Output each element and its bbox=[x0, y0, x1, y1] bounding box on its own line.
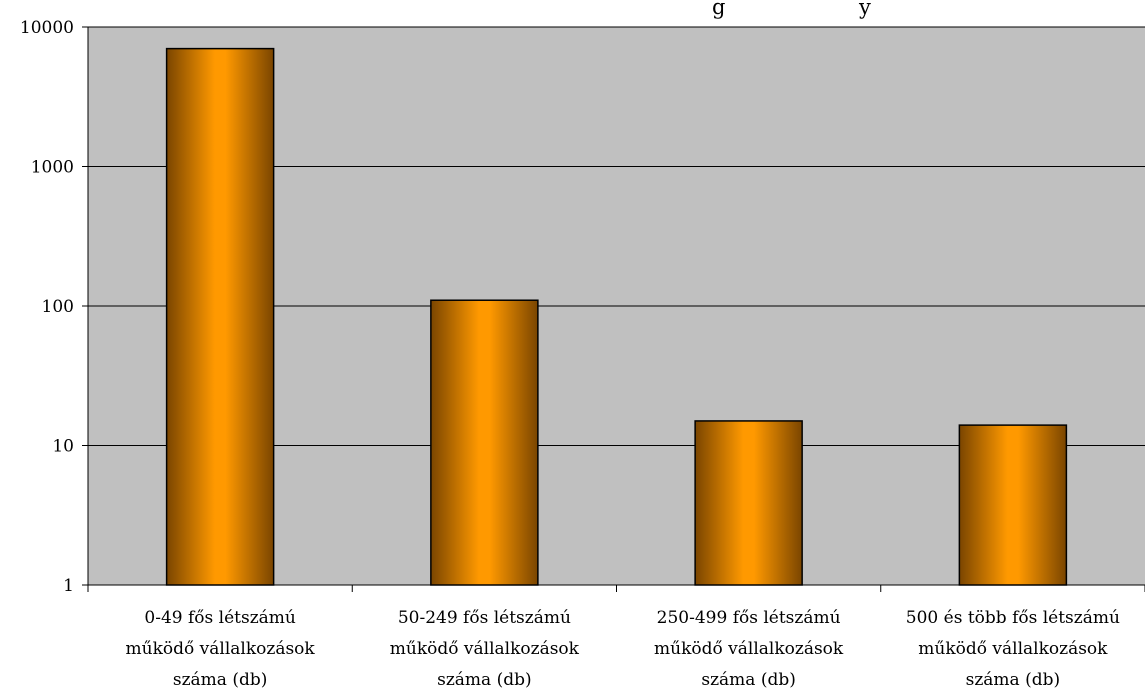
category-label: 250-499 fős létszámú bbox=[657, 608, 841, 628]
category-label: működő vállalkozások bbox=[126, 639, 316, 659]
category-label: 50-249 fős létszámú bbox=[398, 608, 571, 628]
category-label: működő vállalkozások bbox=[654, 639, 844, 659]
bars bbox=[165, 47, 1068, 586]
bar bbox=[165, 47, 275, 586]
bar bbox=[958, 424, 1068, 586]
bar bbox=[430, 299, 539, 586]
category-label: működő vállalkozások bbox=[390, 639, 580, 659]
category-label: száma (db) bbox=[701, 670, 796, 690]
category-label: 500 és több fős létszámú bbox=[906, 608, 1120, 628]
bar bbox=[694, 420, 803, 586]
y-tick-label: 10 bbox=[52, 437, 74, 457]
y-tick-label: 1000 bbox=[31, 158, 74, 178]
y-tick-label: 100 bbox=[42, 297, 74, 317]
category-label: száma (db) bbox=[966, 670, 1061, 690]
category-label: száma (db) bbox=[437, 670, 532, 690]
category-label: működő vállalkozások bbox=[918, 639, 1108, 659]
y-tick-label: 1 bbox=[63, 576, 74, 596]
y-tick-label: 10000 bbox=[20, 18, 74, 38]
chart-title-fragment: g y bbox=[712, 0, 871, 19]
category-label: 0-49 fős létszámú bbox=[144, 608, 296, 628]
x-axis-category-labels: 0-49 fős létszámú működő vállalkozások szá… bbox=[126, 608, 1120, 690]
category-label: száma (db) bbox=[173, 670, 268, 690]
